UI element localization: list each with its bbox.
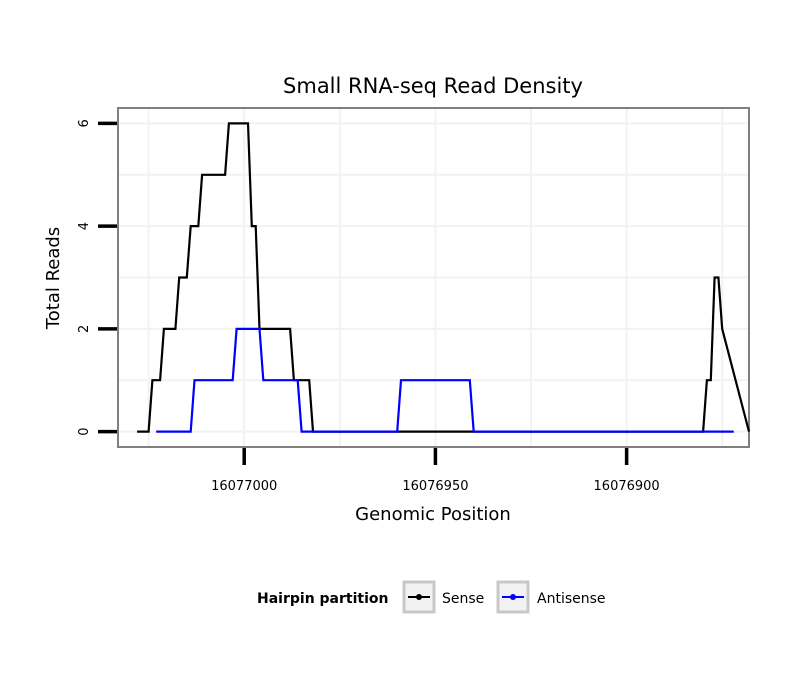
chart-title: Small RNA-seq Read Density (283, 74, 583, 98)
x-axis-title: Genomic Position (355, 504, 511, 525)
legend-swatch-dot-antisense (510, 594, 516, 600)
x-axis: 16077000 16076950 16076900 (211, 448, 660, 494)
legend-swatch-dot-sense (416, 594, 422, 600)
grid-lines (118, 108, 749, 447)
y-tick-label: 4 (77, 222, 92, 230)
legend-label-sense: Sense (442, 591, 484, 607)
y-axis-title: Total Reads (43, 227, 64, 330)
series-layer (137, 122, 751, 433)
legend-title: Hairpin partition (257, 591, 388, 607)
y-tick-label: 0 (77, 427, 92, 435)
y-tick-label: 6 (77, 119, 92, 127)
x-tick-label: 16077000 (211, 479, 277, 494)
y-tick-label: 2 (77, 325, 92, 333)
legend-item-sense[interactable]: Sense (402, 580, 484, 614)
x-tick-label: 16076950 (402, 479, 468, 494)
legend-item-antisense[interactable]: Antisense (496, 580, 606, 614)
series-line-sense (137, 122, 751, 433)
legend-label-antisense: Antisense (537, 591, 606, 607)
series-line-antisense (156, 327, 734, 433)
x-tick-label: 16076900 (594, 479, 660, 494)
plot-frame (117, 107, 750, 448)
legend: Hairpin partition Sense Antisense (257, 580, 606, 614)
y-axis: 0 2 4 6 (77, 119, 117, 436)
